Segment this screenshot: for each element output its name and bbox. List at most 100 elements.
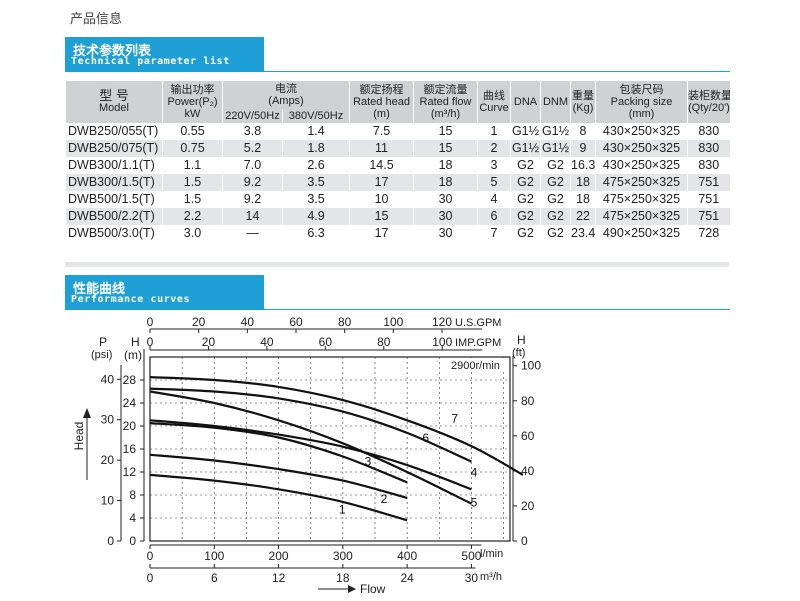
header-qty: 装柜数量 (Qty/20') [687, 81, 730, 123]
cell-weight: 23.4 [570, 225, 596, 242]
cell-current-380: 3.5 [281, 191, 350, 208]
header-curve-cn: 曲线 [483, 90, 506, 102]
table-row: DWB250/055(T) 0.55 3.8 1.4 7.5 15 1 G1½ … [65, 123, 730, 140]
table-row: DWB300/1.5(T) 1.5 9.2 3.5 17 18 5 G2 G2 … [65, 174, 730, 191]
cell-head: 10 [349, 191, 414, 208]
cell-current-220: 9.2 [222, 174, 283, 191]
table-row: DWB500/1.5(T) 1.5 9.2 3.5 10 30 4 G2 G2 … [65, 191, 730, 208]
header-flow-en: Rated flow [419, 96, 472, 108]
y-tick-label-head-ft: 60 [521, 429, 535, 443]
cell-packing: 475×250×325 [595, 208, 688, 225]
table-row: DWB300/1.1(T) 1.1 7.0 2.6 14.5 18 3 G2 G… [65, 157, 730, 174]
header-head-cn: 额定扬程 [359, 84, 404, 96]
y-tick-label-head-m: 0 [129, 534, 136, 548]
x-axis-unit-impgpm: IMP.GPM [455, 337, 501, 349]
header-power-unit: kW [184, 108, 201, 120]
cell-dna: G2 [510, 191, 541, 208]
speed-label-bg [447, 358, 507, 372]
cell-model: DWB500/2.2(T) [65, 208, 163, 225]
header-flow: 额定流量 Rated flow (m³/h) [413, 81, 478, 123]
cell-current-220: — [222, 225, 283, 242]
cell-dna: G1½ [510, 140, 541, 157]
table-row: DWB250/075(T) 0.75 5.2 1.8 11 15 2 G1½ G… [65, 140, 730, 157]
curve-5 [149, 390, 472, 505]
x-tick-label-impgpm: 100 [432, 335, 452, 349]
x-tick-label-m3h: 0 [147, 571, 154, 585]
cell-head: 17 [349, 225, 414, 242]
header-weight: 重量 (Kg) [570, 81, 596, 123]
cell-dnm: G1½ [540, 123, 571, 140]
header-packing-en: Packing size [610, 96, 673, 108]
cell-weight: 18 [570, 174, 596, 191]
cell-weight: 16.3 [570, 157, 596, 174]
x-tick-label-m3h: 30 [465, 571, 479, 585]
x-axis-unit-lmin: l/min [480, 548, 503, 560]
y-axis-psi-unit: (psi) [91, 349, 112, 361]
cell-qty: 728 [687, 225, 730, 242]
y-tick-label-head-m: 20 [123, 419, 137, 433]
y-tick-label-head-ft: 80 [521, 394, 535, 408]
cell-current-220: 14 [222, 208, 283, 225]
x-tick-label-impgpm: 40 [260, 335, 274, 349]
x-tick-label-impgpm: 60 [319, 335, 333, 349]
y-axis-head-m-symbol: H [131, 335, 140, 349]
cell-flow: 30 [413, 191, 478, 208]
cell-model: DWB250/075(T) [65, 140, 163, 157]
cell-qty: 830 [687, 140, 730, 157]
y-tick-label-head-m: 16 [123, 442, 137, 456]
cell-model: DWB250/055(T) [65, 123, 163, 140]
cell-current-220: 5.2 [222, 140, 283, 157]
cell-packing: 490×250×325 [595, 225, 688, 242]
speed-label-text: 2900r/min [451, 360, 500, 372]
spec-section-header: 技术参数列表 Technical parameter list [65, 37, 264, 71]
header-current-en: (Amps) [268, 95, 304, 107]
cell-weight: 8 [570, 123, 596, 140]
header-power: 输出功率 Power(P₂) kW [162, 81, 223, 123]
header-packing-unit: (mm) [628, 108, 655, 120]
cell-curve: 7 [477, 225, 511, 242]
header-power-en: Power(P₂) [167, 96, 218, 108]
header-model: 型 号 Model [65, 81, 163, 123]
x-tick-label-impgpm: 0 [147, 335, 154, 349]
cell-dna: G2 [510, 208, 541, 225]
chart-frame: 2900r/min [149, 356, 511, 542]
x-tick-label-usgpm: 80 [338, 315, 352, 329]
cell-curve: 2 [477, 140, 511, 157]
header-current-380: 380V/50Hz [281, 109, 350, 123]
cell-current-380: 2.6 [281, 157, 350, 174]
curve-1 [149, 473, 408, 522]
cell-current-380: 6.3 [281, 225, 350, 242]
y-tick-label-psi: 0 [107, 534, 114, 548]
header-qty-unit: (Qty/20') [688, 102, 730, 114]
curve-label-5: 5 [471, 495, 478, 509]
perf-section-header: 性能曲线 Performance curves [65, 275, 264, 309]
y-axis-head-ft-symbol: H [517, 333, 526, 347]
spec-table: 型 号 Model 输出功率 Power(P₂) kW 电流 (Amps) 额定… [65, 81, 730, 242]
x-tick-label-lmin: 300 [333, 549, 353, 563]
flow-arrow-icon [348, 585, 356, 593]
cell-model: DWB500/1.5(T) [65, 191, 163, 208]
cell-power: 1.5 [162, 174, 223, 191]
curve-label-7: 7 [451, 412, 458, 426]
cell-flow: 18 [413, 174, 478, 191]
y-tick-label-head-m: 4 [129, 511, 136, 525]
x-tick-label-usgpm: 40 [241, 315, 255, 329]
y-axis-psi-symbol: P [99, 335, 107, 349]
x-tick-label-m3h: 18 [336, 571, 350, 585]
cell-qty: 751 [687, 208, 730, 225]
y-tick-label-head-m: 28 [123, 373, 137, 387]
cell-packing: 475×250×325 [595, 174, 688, 191]
cell-dna: G1½ [510, 123, 541, 140]
header-model-cn: 型 号 [99, 88, 129, 103]
curve-label-4: 4 [471, 466, 478, 480]
header-head-unit: (m) [373, 108, 390, 120]
cell-flow: 18 [413, 157, 478, 174]
cell-weight: 18 [570, 191, 596, 208]
spec-section-divider [65, 71, 730, 72]
x-tick-label-lmin: 200 [269, 549, 289, 563]
header-dnm: DNM [540, 81, 571, 123]
header-packing: 包装尺码 Packing size (mm) [595, 81, 688, 123]
header-flow-cn: 额定流量 [423, 84, 468, 96]
